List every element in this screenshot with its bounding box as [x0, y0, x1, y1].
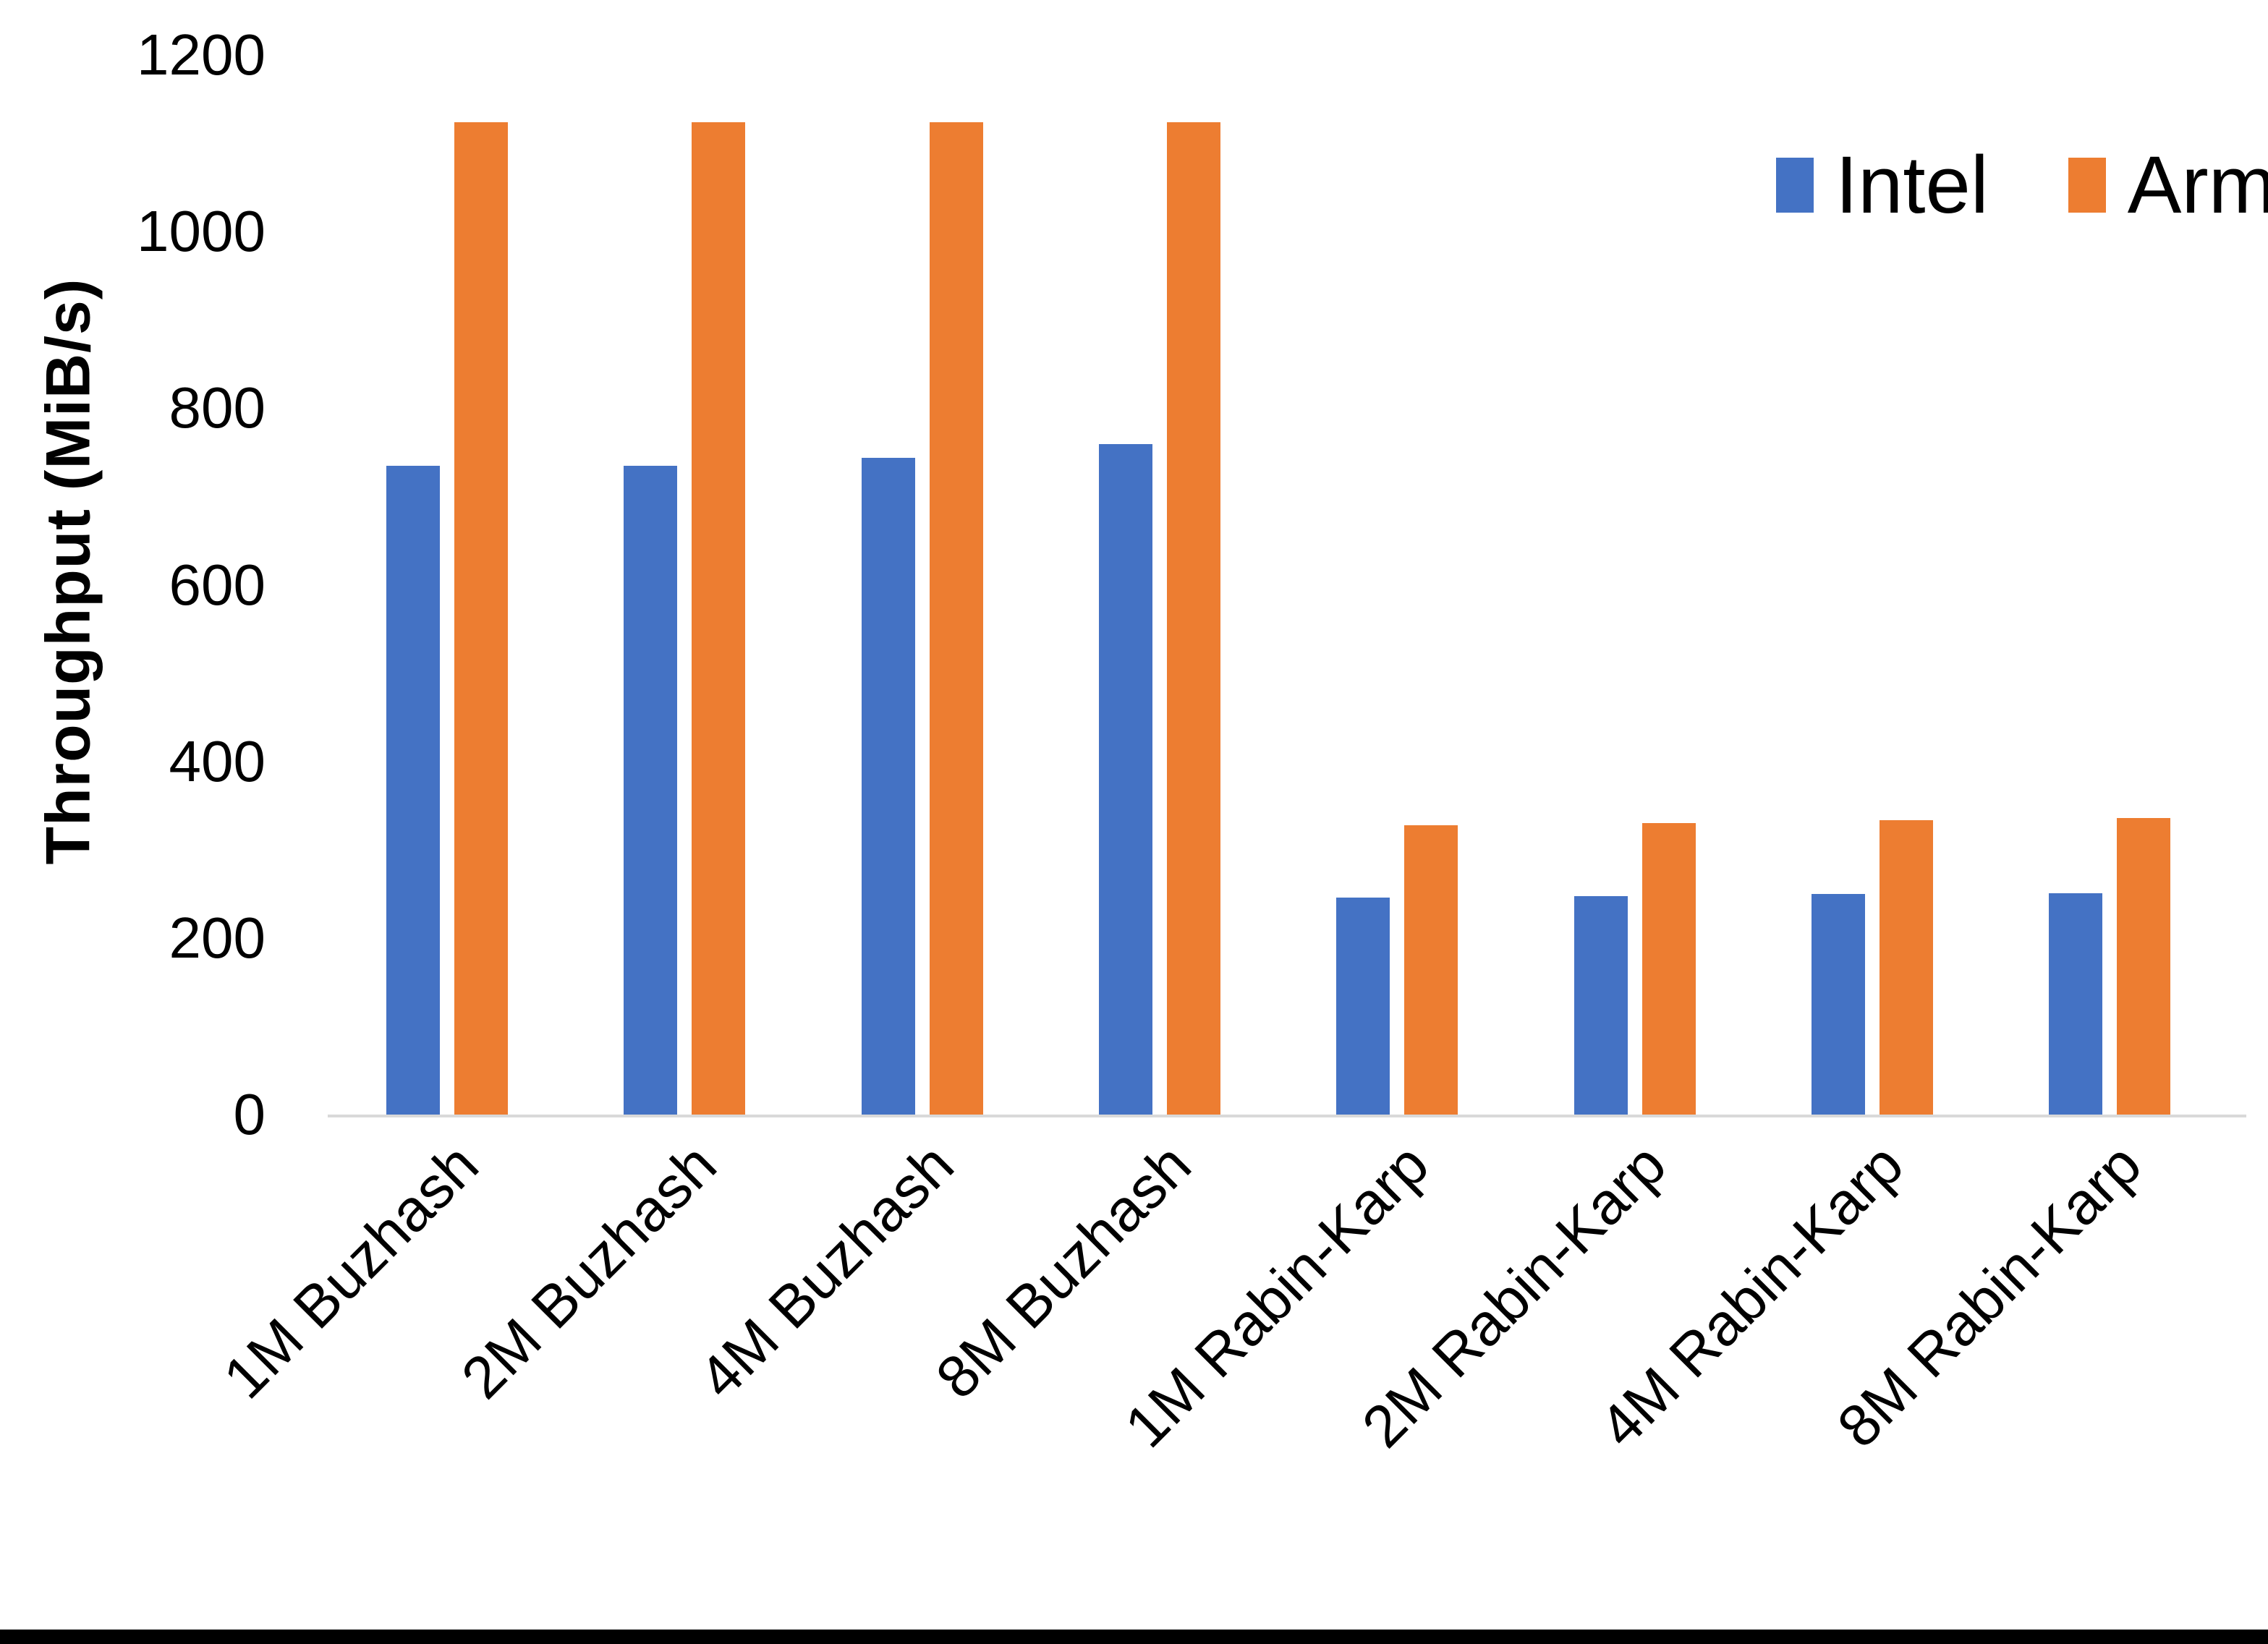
y-tick-label: 400 [169, 728, 266, 793]
bar-intel-4m-rabin-karp [1811, 893, 1865, 1115]
bar-arm-4m-rabin-karp [1879, 820, 1933, 1115]
legend-item-intel: Intel [1776, 145, 1989, 226]
bottom-frame [0, 1630, 2268, 1644]
legend-marker-intel [1776, 158, 1814, 213]
legend-label-intel: Intel [1835, 140, 1989, 230]
y-tick-label: 0 [233, 1082, 266, 1146]
y-tick-label: 800 [169, 375, 266, 440]
bar-arm-2m-rabin-karp [1641, 823, 1696, 1115]
bar-arm-8m-buzhash [1166, 122, 1220, 1115]
bar-arm-4m-buzhash [929, 122, 983, 1115]
bar-arm-1m-buzhash [454, 122, 508, 1115]
legend-marker-arm [2068, 158, 2106, 213]
bar-intel-2m-rabin-karp [1573, 896, 1628, 1115]
x-tick-label: 2M Buzhash [449, 1131, 729, 1412]
x-tick-label: 1M Buzhash [211, 1131, 491, 1412]
y-tick-label: 1200 [137, 22, 266, 87]
bar-intel-2m-buzhash [624, 465, 678, 1115]
legend: Intel Arm [1776, 145, 2268, 226]
bar-intel-1m-buzhash [386, 465, 440, 1115]
bar-arm-8m-rabin-karp [2117, 817, 2171, 1115]
bar-intel-1m-rabin-karp [1336, 897, 1390, 1115]
legend-label-arm: Arm [2127, 140, 2268, 230]
bar-arm-1m-rabin-karp [1404, 825, 1458, 1115]
y-tick-label: 1000 [137, 199, 266, 264]
x-tick-label: 4M Buzhash [686, 1131, 967, 1412]
bar-intel-8m-buzhash [1098, 444, 1152, 1115]
bar-arm-2m-buzhash [692, 122, 746, 1115]
y-tick-label: 600 [169, 552, 266, 617]
legend-item-arm: Arm [2068, 145, 2268, 226]
bar-intel-4m-buzhash [861, 457, 915, 1115]
bar-intel-8m-rabin-karp [2049, 893, 2103, 1115]
y-tick-label: 200 [169, 905, 266, 970]
x-axis-line [328, 1115, 2246, 1117]
